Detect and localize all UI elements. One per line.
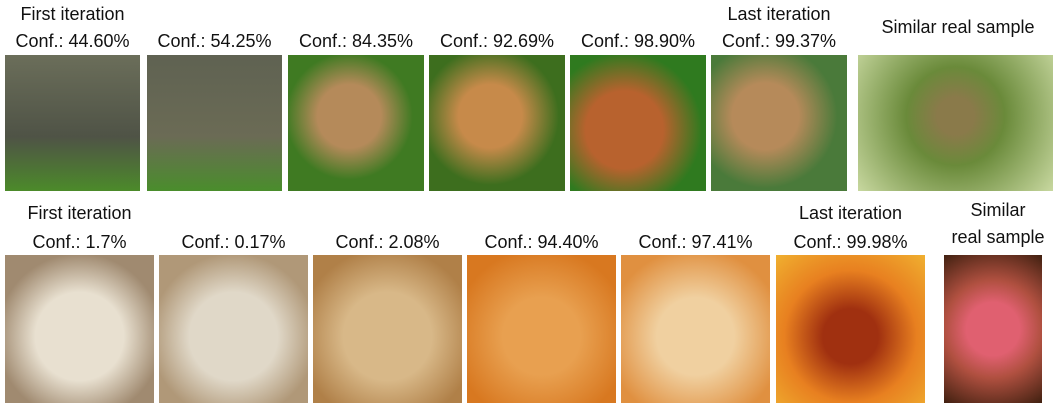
confidence-label: Conf.: 94.40%	[452, 231, 631, 253]
generated-image	[147, 55, 282, 191]
generated-image	[621, 255, 770, 403]
figure: First iterationConf.: 44.60%Conf.: 54.25…	[0, 0, 1058, 405]
real-sample-label: Similar	[940, 199, 1056, 221]
generated-image	[776, 255, 925, 403]
confidence-label: Conf.: 99.37%	[696, 30, 862, 52]
generated-image	[570, 55, 706, 191]
iteration-label: Last iteration	[761, 202, 940, 224]
generated-image	[711, 55, 847, 191]
iteration-label: First iteration	[0, 3, 155, 25]
generated-image	[288, 55, 424, 191]
confidence-label: Conf.: 2.08%	[298, 231, 477, 253]
real-sample-label: real sample	[940, 226, 1056, 248]
iteration-label: Last iteration	[696, 3, 862, 25]
generated-image	[5, 255, 154, 403]
generated-image	[5, 55, 140, 191]
confidence-label: Conf.: 0.17%	[144, 231, 323, 253]
generated-image	[429, 55, 565, 191]
real-sample-image	[858, 55, 1053, 191]
generated-image	[159, 255, 308, 403]
generated-image	[313, 255, 462, 403]
real-sample-image	[944, 255, 1042, 403]
iteration-label: First iteration	[0, 202, 169, 224]
real-sample-label: Similar real sample	[858, 16, 1058, 38]
confidence-label: Conf.: 97.41%	[606, 231, 785, 253]
confidence-label: Conf.: 99.98%	[761, 231, 940, 253]
generated-image	[467, 255, 616, 403]
